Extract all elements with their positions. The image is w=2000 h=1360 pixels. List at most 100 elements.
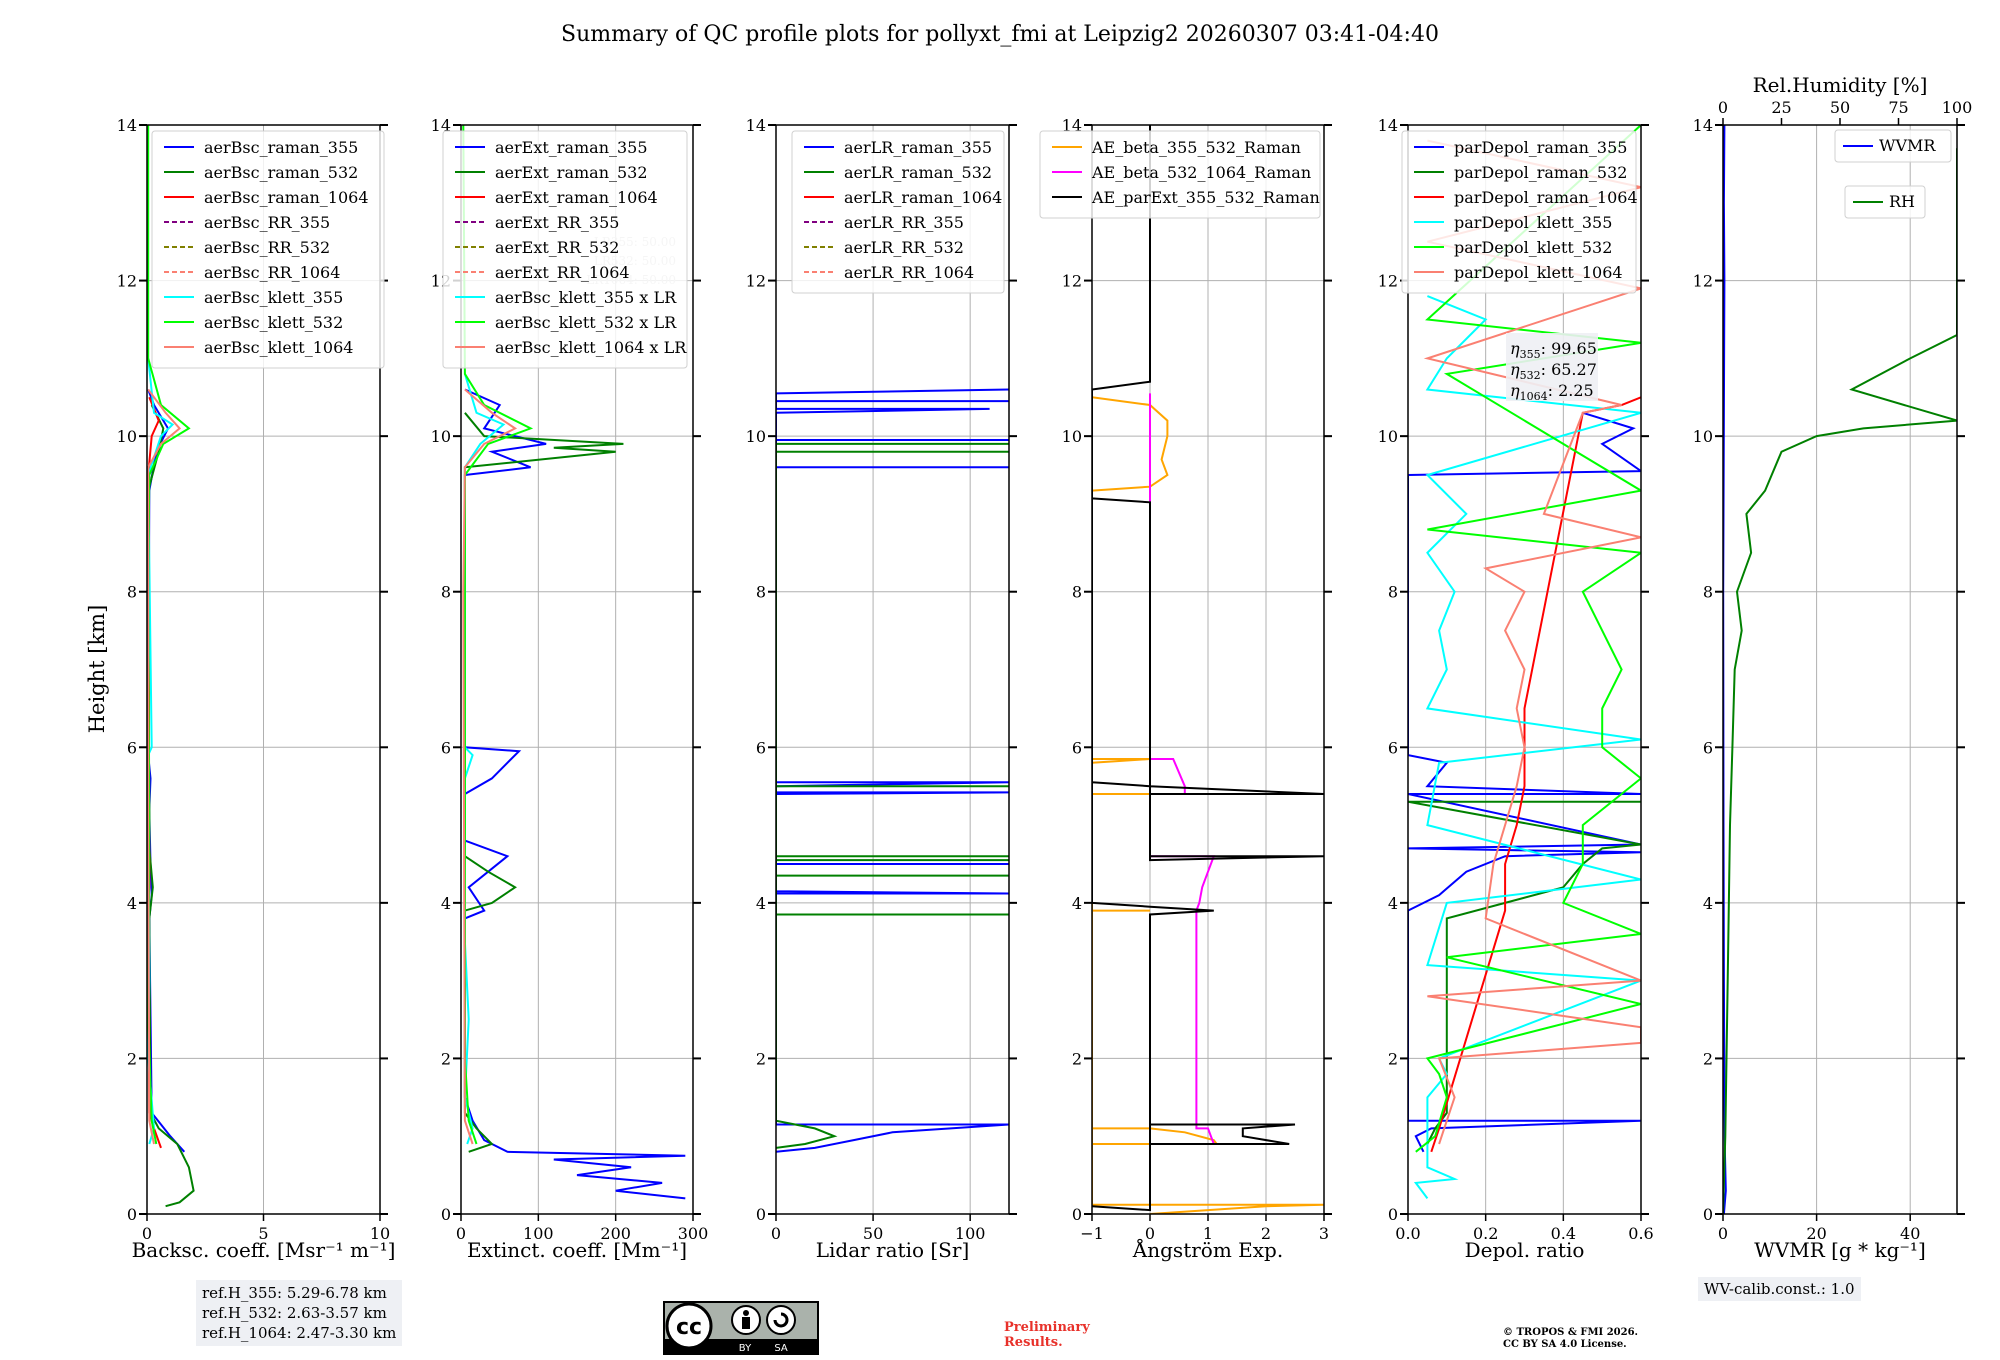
legend-label: aerBsc_raman_1064 <box>204 188 369 207</box>
y-tick-label: 0 <box>1072 1205 1082 1224</box>
series-line-aerBsc_raman_355 <box>147 389 186 1153</box>
legend-label: aerLR_raman_355 <box>844 138 992 157</box>
series-line-aerExt_raman_355 <box>463 388 686 1200</box>
top-tick-label: 50 <box>1830 98 1850 117</box>
y-tick-label: 14 <box>117 116 137 135</box>
y-tick-label: 0 <box>441 1205 451 1224</box>
cc-by-sa-badge-icon: cc BY SA <box>663 1301 819 1355</box>
badge-sa-label: SA <box>774 1343 788 1354</box>
copyright-line-2: CC BY SA 4.0 License. <box>1503 1339 1627 1350</box>
x-tick-label: 20 <box>1806 1224 1826 1243</box>
y-tick-label: 4 <box>441 894 451 913</box>
x-axis-label: Extinct. coeff. [Mm⁻¹] <box>467 1238 687 1262</box>
legend-label: aerExt_raman_1064 <box>495 188 658 207</box>
series-line-AE_beta_532_1064_Raman <box>1149 393 1216 1145</box>
x-axis-label: Depol. ratio <box>1465 1238 1585 1262</box>
legend-box <box>1401 130 1637 294</box>
series-line-aerLR_raman_355 <box>776 388 1009 1153</box>
copyright-note: © TROPOS & FMI 2026. CC BY SA 4.0 Licens… <box>1503 1327 1638 1351</box>
series-line-aerExt_raman_532 <box>463 412 624 1153</box>
legend-label: aerExt_RR_355 <box>495 213 619 232</box>
axes-frame <box>460 124 694 1215</box>
y-tick-label: 2 <box>1072 1049 1082 1068</box>
series-group <box>1408 125 1641 1199</box>
x-tick-label: 300 <box>678 1224 709 1243</box>
y-tick-label: 12 <box>1693 272 1713 291</box>
series-line-parDepol_klett_355 <box>1413 295 1641 1199</box>
x-tick-label: 0.4 <box>1551 1224 1576 1243</box>
legend-label: aerExt_RR_532 <box>495 238 619 257</box>
ref-height-1064: ref.H_1064: 2.47-3.30 km <box>202 1324 397 1342</box>
x-tick-label: 5 <box>258 1224 268 1243</box>
legend-label: aerBsc_klett_355 x LR <box>495 288 677 307</box>
legend: aerLR_raman_355 aerLR_raman_532 aerLR_rama… <box>791 130 1005 294</box>
series-line-aerLR_raman_532 <box>776 442 1009 1149</box>
x-tick-label: 1 <box>1203 1224 1213 1243</box>
series-line-AE_beta_355_532_Raman <box>1092 396 1324 1214</box>
y-tick-label: 8 <box>441 583 451 602</box>
series-line-parDepol_klett_1064 <box>1423 139 1641 1145</box>
y-tick-label: 10 <box>431 427 451 446</box>
preliminary-line-2: Results. <box>1004 1335 1063 1350</box>
y-tick-label: 2 <box>756 1049 766 1068</box>
series-line-AE_parExt_355_532_Raman <box>1092 125 1324 1212</box>
y-tick-label: 14 <box>1378 116 1398 135</box>
x-tick-label: 0.0 <box>1395 1224 1420 1243</box>
y-tick-label: 10 <box>1062 427 1082 446</box>
y-tick-label: 6 <box>1703 738 1713 757</box>
x-tick-label: 0 <box>1718 1224 1728 1243</box>
y-tick-label: 8 <box>127 583 137 602</box>
eta-value: η532: 65.27 <box>1510 360 1597 382</box>
preliminary-line-1: Preliminary <box>1004 1320 1090 1335</box>
y-tick-label: 2 <box>1703 1049 1713 1068</box>
x-tick-label: 0 <box>142 1224 152 1243</box>
legend-label: AE_parExt_355_532_Raman <box>1091 188 1320 207</box>
y-tick-label: 2 <box>127 1049 137 1068</box>
top-tick-label: 100 <box>1942 98 1973 117</box>
y-tick-label: 6 <box>441 738 451 757</box>
y-tick-label: 0 <box>127 1205 137 1224</box>
axes-frame <box>775 124 1010 1215</box>
y-tick-label: 12 <box>117 272 137 291</box>
eta-box <box>1506 333 1598 401</box>
x-axis-label: Ångström Exp. <box>1132 1237 1283 1262</box>
y-axis-label: Height [km] <box>85 605 109 734</box>
y-tick-label: 2 <box>441 1049 451 1068</box>
y-tick-label: 4 <box>756 894 766 913</box>
series-group <box>1092 125 1324 1214</box>
ref-height-532: ref.H_532: 2.63-3.57 km <box>202 1304 387 1322</box>
wv-calibration-box: WV-calib.const.: 1.0 <box>1698 1277 1861 1301</box>
y-tick-label: 6 <box>127 738 137 757</box>
x-tick-label: 0.2 <box>1473 1224 1498 1243</box>
x-tick-label: 0 <box>771 1224 781 1243</box>
y-tick-label: 8 <box>756 583 766 602</box>
y-tick-label: 4 <box>1072 894 1082 913</box>
y-tick-label: 14 <box>431 116 451 135</box>
y-tick-label: 10 <box>1693 427 1713 446</box>
y-tick-label: 8 <box>1072 583 1082 602</box>
y-tick-label: 4 <box>1703 894 1713 913</box>
by-person-head <box>743 1310 749 1316</box>
series-line-aerBsc_klett_1064 <box>147 388 182 1145</box>
legend-box <box>151 130 385 369</box>
sa-arrow <box>773 1312 789 1328</box>
legend-label: aerExt_raman_355 <box>495 138 648 157</box>
legend-label: WVMR <box>1879 136 1936 155</box>
y-tick-label: 14 <box>746 116 766 135</box>
x-tick-label: 200 <box>600 1224 631 1243</box>
legend-label: parDepol_raman_1064 <box>1454 188 1638 207</box>
x-tick-label: 100 <box>523 1224 554 1243</box>
legend-label: aerBsc_klett_532 x LR <box>495 313 677 332</box>
series-group <box>776 388 1009 1153</box>
x-tick-label: 50 <box>863 1224 883 1243</box>
badge-by-label: BY <box>739 1343 752 1354</box>
legend-box <box>1834 129 1952 163</box>
y-tick-label: 10 <box>1378 427 1398 446</box>
series-line-RH <box>1723 148 1957 1214</box>
x-tick-label: −1 <box>1080 1224 1104 1243</box>
legend-label: parDepol_klett_355 <box>1454 213 1612 232</box>
y-tick-label: 0 <box>1388 1205 1398 1224</box>
legend-label: aerExt_raman_532 <box>495 163 648 182</box>
